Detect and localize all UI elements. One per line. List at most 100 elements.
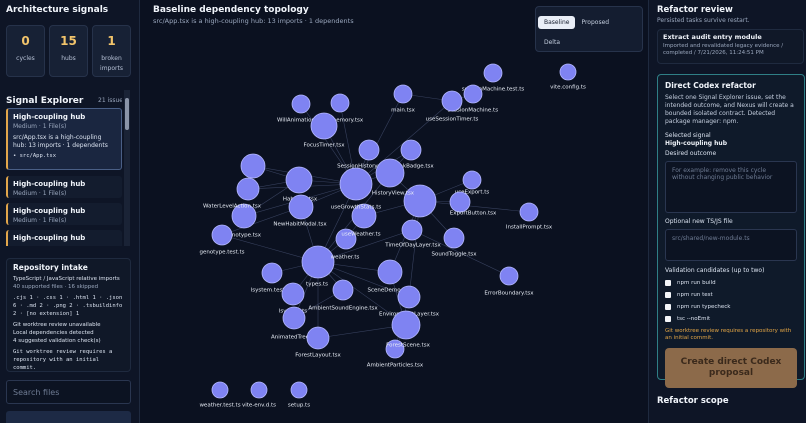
node-label: AmbientSoundEngine.tsx — [308, 306, 378, 312]
stat-label: broken imports — [100, 55, 123, 72]
node-label: useExport.ts — [455, 190, 490, 196]
check[interactable]: npm run test — [665, 289, 797, 301]
edge — [221, 206, 302, 236]
edge — [355, 93, 404, 185]
tab[interactable]: Baseline — [538, 16, 576, 29]
node — [291, 94, 311, 114]
checkbox[interactable] — [665, 279, 671, 286]
intake-status: 4 suggested validation check(s) — [13, 338, 101, 344]
node — [483, 63, 503, 83]
codex-title: Direct Codex refactor — [665, 81, 756, 90]
node — [443, 227, 465, 249]
edge — [317, 229, 413, 263]
issue-desc: src/App.tsx is a high-coupling hub: 13 i… — [13, 134, 108, 149]
node-label: AmbientParticles.tsx — [367, 363, 424, 369]
edge — [317, 261, 407, 326]
node-label: StreakBadge.tsx — [388, 164, 434, 170]
sidebar-button[interactable] — [6, 411, 131, 423]
issue[interactable]: High-coupling hub Medium · 1 File(s) — [6, 203, 122, 225]
node-label: ForestScene.tsx — [386, 343, 430, 349]
explorer-title: Signal Explorer — [6, 96, 84, 106]
tab-bar: Baseline Proposed Delta — [535, 6, 643, 52]
node — [282, 306, 306, 330]
review-subtitle: Persisted tasks survive restart. — [657, 17, 750, 24]
node — [339, 167, 373, 201]
intake-status: Git worktree review unavailable — [13, 322, 101, 328]
right-panel: Refactor review Persisted tasks survive … — [648, 0, 806, 423]
node — [240, 153, 266, 179]
intake-status: Local dependencies detected — [13, 330, 94, 336]
node — [377, 259, 403, 285]
node-label: WaterLevelAction.tsx — [203, 204, 262, 210]
check[interactable]: npm run build — [665, 277, 797, 289]
node — [310, 112, 338, 140]
stat-value: 1 — [107, 34, 116, 48]
issue[interactable]: High-coupling hub — [6, 230, 122, 246]
node-label: ForestLayout.tsx — [295, 353, 341, 359]
check-label: npm run build — [677, 280, 716, 286]
tab[interactable]: Delta — [544, 39, 561, 46]
node — [358, 139, 380, 161]
node — [385, 339, 405, 359]
stat: 0 cycles — [6, 25, 45, 77]
node-label: genotype.test.ts — [199, 250, 244, 256]
node-label: main.tsx — [391, 108, 416, 114]
node-label: memory.tsx — [331, 118, 364, 124]
checkbox[interactable] — [665, 291, 671, 298]
stat-label: hubs — [61, 55, 76, 62]
check[interactable]: npm run typecheck — [665, 301, 797, 313]
node — [375, 158, 405, 188]
edge — [317, 324, 407, 339]
node — [403, 184, 437, 218]
node — [449, 191, 471, 213]
selected-value: High-coupling hub — [665, 140, 727, 147]
node-label: useGrowthStats.ts — [331, 205, 382, 211]
node — [400, 139, 422, 161]
scrollbar[interactable] — [124, 90, 130, 246]
issue[interactable]: High-coupling hub Medium · 1 File(s) src… — [6, 108, 122, 170]
node-label: ExportButton.tsx — [450, 211, 497, 217]
node-label: SessionHistory.tsx — [337, 164, 388, 170]
node-label: vite.config.ts — [550, 85, 586, 91]
check[interactable]: tsc --noEmit — [665, 313, 797, 325]
issue-meta: Medium · 1 File(s) — [13, 123, 67, 130]
outcome-input[interactable]: For example: remove this cycle without c… — [665, 161, 797, 213]
node-label: InstallPrompt.tsx — [506, 225, 553, 231]
scope-title: Refactor scope — [657, 396, 729, 406]
node — [306, 326, 330, 350]
issue-title: High-coupling hub — [13, 207, 86, 215]
stat-label: cycles — [16, 55, 35, 62]
issue[interactable]: High-coupling hub Medium · 1 File(s) — [6, 176, 122, 198]
stat-value: 15 — [60, 34, 77, 48]
node — [397, 285, 421, 309]
file-input[interactable]: src/shared/new-module.ts — [665, 229, 797, 261]
sidebar: Architecture signals 0 cycles 15 hubs 1 bro… — [0, 0, 140, 423]
search-input[interactable]: Search files — [6, 380, 131, 404]
checkbox[interactable] — [665, 315, 671, 322]
intake-line: TypeScript / JavaScript relative imports — [13, 276, 120, 282]
node — [261, 262, 283, 284]
create-button[interactable]: Create direct Codex proposal — [665, 348, 797, 388]
checkbox[interactable] — [665, 303, 671, 310]
signals-title: Architecture signals — [6, 5, 109, 15]
intake-panel: Repository intake TypeScript / JavaScrip… — [6, 258, 131, 372]
node-label: NewHabitModal.tsx — [273, 222, 327, 228]
node — [335, 228, 357, 250]
tab[interactable]: Proposed — [581, 19, 610, 26]
intake-line: 40 supported files · 16 skipped — [13, 284, 99, 290]
issue-file: • src/App.tsx — [13, 153, 57, 159]
warning: Git worktree review requires a repositor… — [665, 328, 792, 341]
node — [236, 177, 260, 201]
task-detail: Imported and revalidated legacy evidence… — [663, 43, 784, 56]
edge — [221, 234, 319, 263]
node-label: weather.test.ts — [199, 403, 240, 409]
node-label: TimeOfDayLayer.tsx — [384, 243, 441, 249]
validation-label: Validation candidates (up to two) — [665, 267, 765, 274]
file-label: Optional new TS/JS file — [665, 218, 733, 225]
node — [351, 203, 377, 229]
task-card[interactable]: Extract audit entry module Imported and … — [657, 29, 804, 64]
node — [330, 93, 350, 113]
node-label: types.ts — [306, 282, 328, 288]
node-label: sessionMachine.test.ts — [462, 87, 525, 93]
